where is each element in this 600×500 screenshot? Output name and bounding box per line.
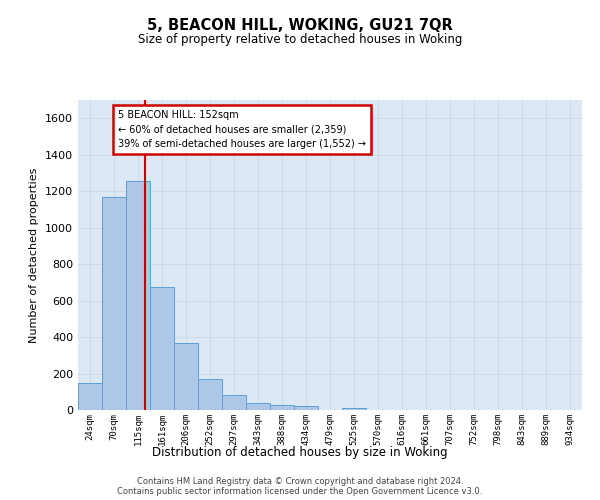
Y-axis label: Number of detached properties: Number of detached properties xyxy=(29,168,40,342)
Bar xyxy=(174,342,198,410)
Bar xyxy=(270,405,294,410)
Text: Contains public sector information licensed under the Open Government Licence v3: Contains public sector information licen… xyxy=(118,486,482,496)
Bar xyxy=(222,395,246,410)
Bar xyxy=(78,383,102,410)
Bar xyxy=(342,408,366,410)
Bar xyxy=(246,404,270,410)
Text: 5, BEACON HILL, WOKING, GU21 7QR: 5, BEACON HILL, WOKING, GU21 7QR xyxy=(147,18,453,32)
Bar xyxy=(198,380,222,410)
Bar xyxy=(150,287,174,410)
Bar xyxy=(126,181,150,410)
Text: Distribution of detached houses by size in Woking: Distribution of detached houses by size … xyxy=(152,446,448,459)
Text: 5 BEACON HILL: 152sqm
← 60% of detached houses are smaller (2,359)
39% of semi-d: 5 BEACON HILL: 152sqm ← 60% of detached … xyxy=(118,110,367,149)
Bar xyxy=(294,406,318,410)
Text: Contains HM Land Registry data © Crown copyright and database right 2024.: Contains HM Land Registry data © Crown c… xyxy=(137,476,463,486)
Bar xyxy=(102,196,126,410)
Text: Size of property relative to detached houses in Woking: Size of property relative to detached ho… xyxy=(138,32,462,46)
